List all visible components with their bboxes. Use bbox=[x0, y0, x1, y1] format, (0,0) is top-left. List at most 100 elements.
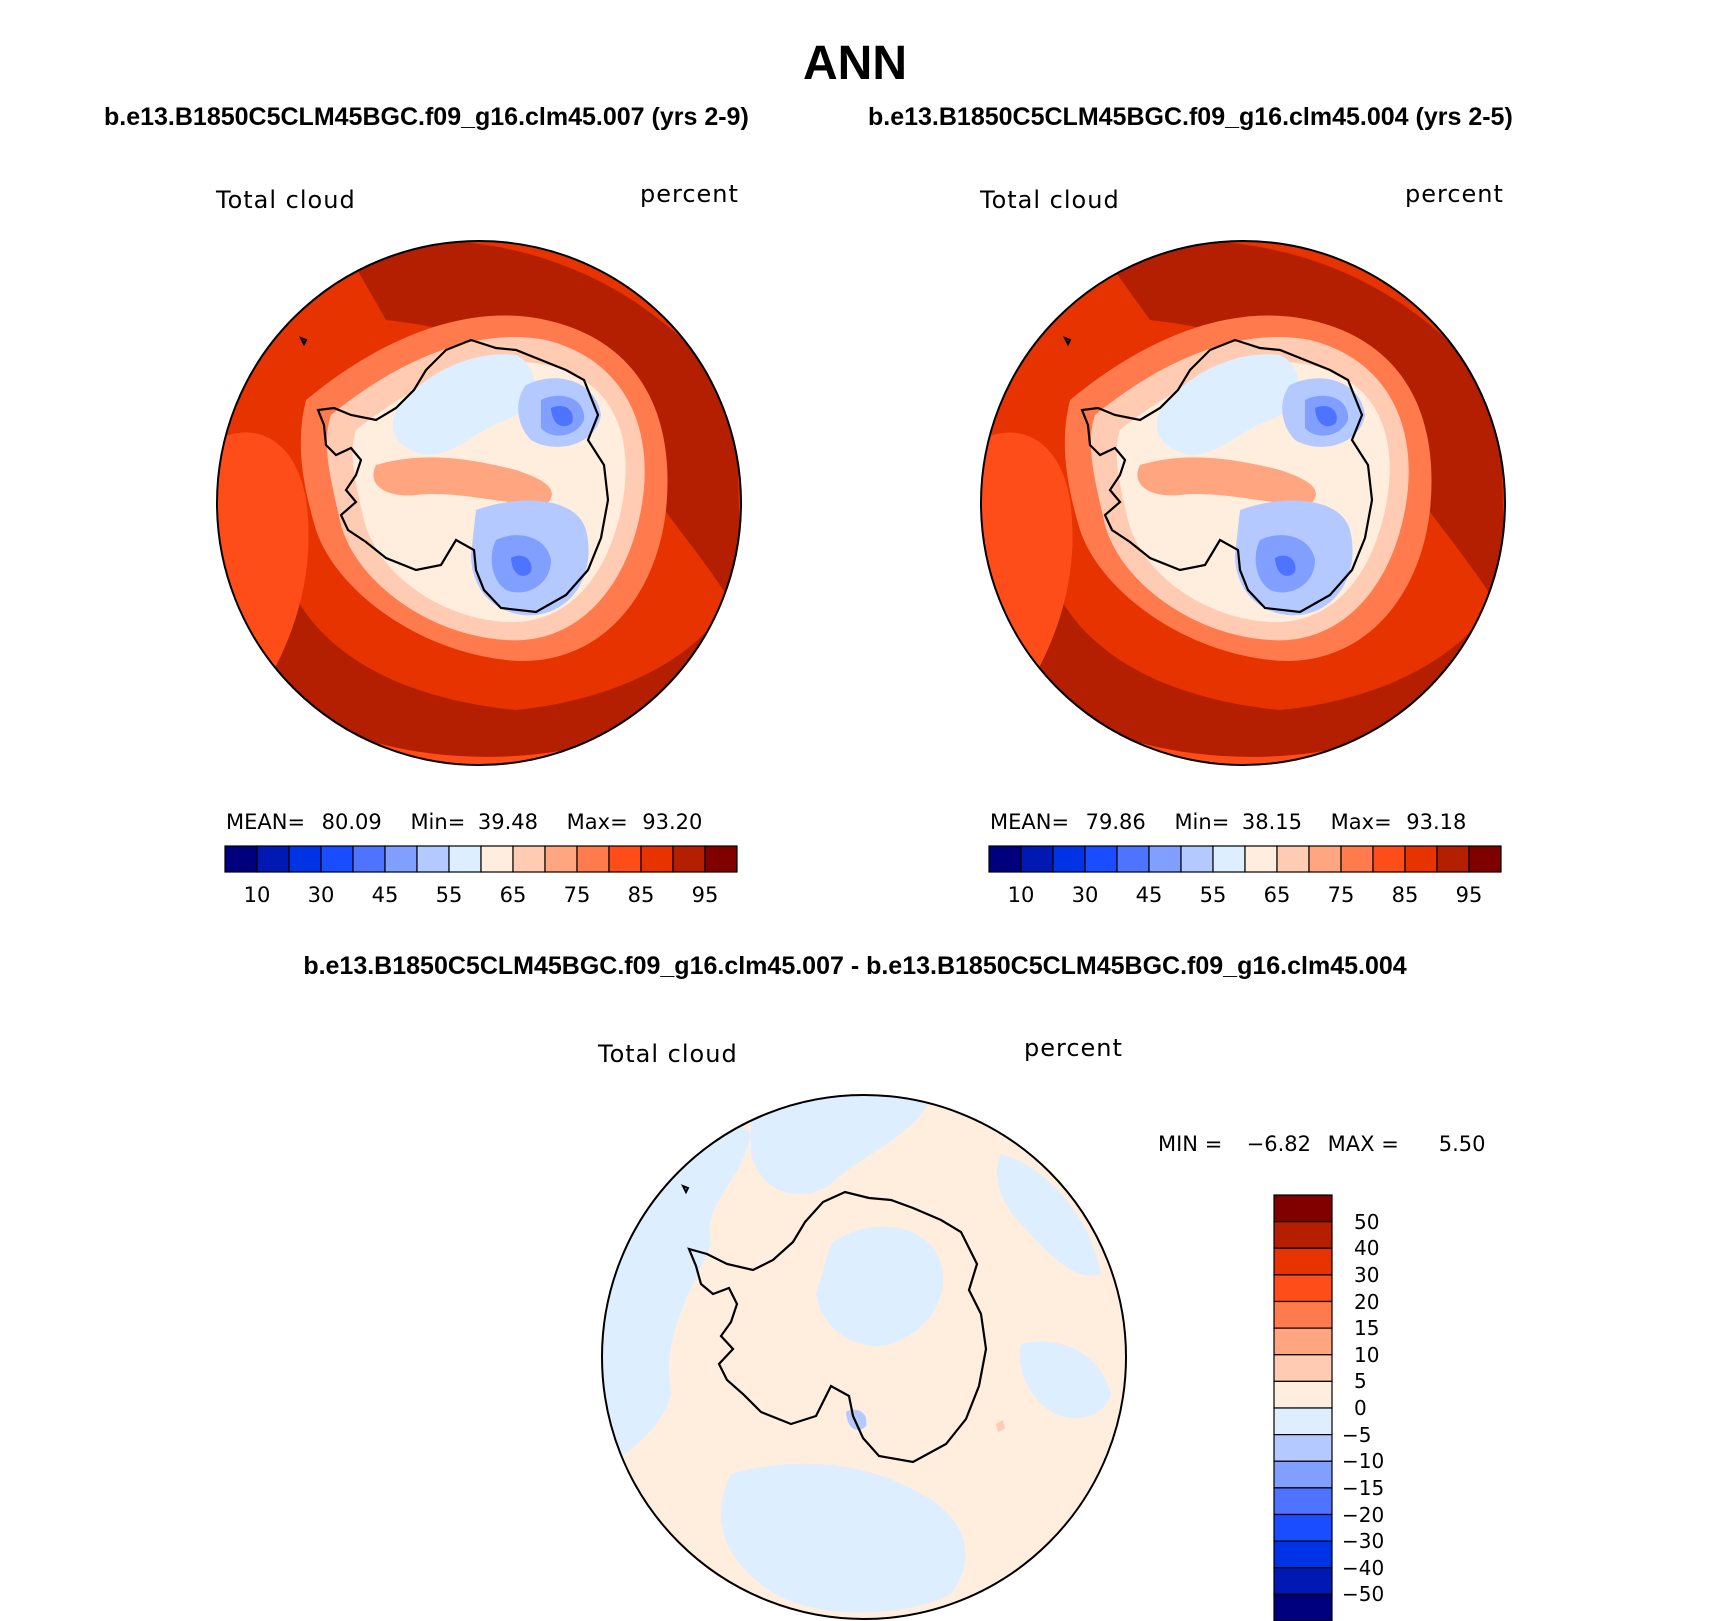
left-colorbar-box bbox=[320, 845, 354, 873]
right-mean-value: 79.86 bbox=[1085, 810, 1146, 834]
left-colorbar bbox=[224, 845, 738, 873]
left-mean-label: MEAN= bbox=[226, 810, 306, 834]
left-colorbar-tick-label: 75 bbox=[563, 883, 591, 907]
diff-colorbar-box bbox=[1273, 1354, 1333, 1382]
diff-colorbar-box bbox=[1273, 1247, 1333, 1276]
right-colorbar-box bbox=[988, 845, 1022, 873]
left-colorbar-box bbox=[416, 845, 450, 873]
diff-colorbar-box bbox=[1273, 1487, 1333, 1516]
left-colorbar-box bbox=[288, 845, 322, 873]
diff-colorbar-ticks: 50 40 30 20 15 10 5 0 −5 −10 −15 −20 −30 −40 −50 bbox=[1342, 1195, 1432, 1621]
right-colorbar-tick-label: 65 bbox=[1263, 883, 1291, 907]
right-colorbar-box bbox=[1020, 845, 1054, 873]
left-colorbar-box bbox=[480, 845, 514, 873]
diff-max-value: 5.50 bbox=[1438, 1132, 1486, 1156]
diff-max-label: MAX = bbox=[1327, 1132, 1399, 1156]
right-colorbar-box bbox=[1116, 845, 1150, 873]
diff-colorbar-tick-label: −40 bbox=[1342, 1555, 1385, 1580]
left-variable-label: Total cloud bbox=[216, 186, 356, 214]
right-colorbar-box bbox=[1244, 845, 1278, 873]
left-colorbar-tick-label: 45 bbox=[371, 883, 399, 907]
left-land-deep-blue-northeast bbox=[551, 405, 573, 427]
left-colorbar-box bbox=[448, 845, 482, 873]
diff-colorbar-box bbox=[1273, 1567, 1333, 1595]
right-stats: MEAN= 79.86 Min= 38.15 Max= 93.18 bbox=[990, 810, 1466, 834]
right-min-value: 38.15 bbox=[1241, 810, 1302, 834]
right-colorbar-box bbox=[1084, 845, 1118, 873]
diff-colorbar-box bbox=[1273, 1593, 1333, 1621]
right-max-value: 93.18 bbox=[1406, 810, 1467, 834]
left-colorbar-tick-label: 10 bbox=[243, 883, 271, 907]
left-colorbar-box bbox=[704, 845, 738, 873]
right-colorbar-ticks: 10 30 45 55 65 75 85 95 bbox=[989, 883, 1501, 913]
left-band-high-south bbox=[217, 540, 741, 765]
right-colorbar-box bbox=[1372, 845, 1406, 873]
left-colorbar-box bbox=[352, 845, 386, 873]
diff-polar-map bbox=[601, 1094, 1127, 1620]
subtitle-right-case: b.e13.B1850C5CLM45BGC.f09_g16.clm45.004 … bbox=[868, 103, 1513, 131]
diff-colorbar-box bbox=[1273, 1460, 1333, 1489]
left-polar-map bbox=[216, 240, 742, 766]
right-polar-map bbox=[980, 240, 1506, 766]
right-mean-label: MEAN= bbox=[990, 810, 1070, 834]
right-colorbar bbox=[988, 845, 1502, 873]
left-colorbar-ticks: 10 30 45 55 65 75 85 95 bbox=[225, 883, 737, 913]
right-map-border bbox=[980, 240, 1506, 766]
right-colorbar-box bbox=[1308, 845, 1342, 873]
diff-negative-region-east bbox=[1019, 1341, 1111, 1418]
right-units-label: percent bbox=[1405, 180, 1504, 208]
left-colorbar-tick-label: 30 bbox=[307, 883, 335, 907]
diff-min-value: −6.82 bbox=[1246, 1132, 1311, 1156]
right-colorbar-tick-label: 95 bbox=[1455, 883, 1483, 907]
diff-colorbar-tick-label: −15 bbox=[1342, 1475, 1385, 1500]
left-colorbar-box bbox=[576, 845, 610, 873]
diff-min-label: MIN = bbox=[1158, 1132, 1223, 1156]
left-colorbar-box bbox=[640, 845, 674, 873]
diff-colorbar-box bbox=[1273, 1327, 1333, 1356]
diff-colorbar-box bbox=[1273, 1300, 1333, 1329]
diff-colorbar-box bbox=[1273, 1221, 1333, 1249]
left-min-value: 39.48 bbox=[477, 810, 538, 834]
subtitle-left-case: b.e13.B1850C5CLM45BGC.f09_g16.clm45.007 … bbox=[104, 103, 749, 131]
right-colorbar-box bbox=[1052, 845, 1086, 873]
diff-colorbar-tick-label: 50 bbox=[1354, 1209, 1380, 1234]
right-colorbar-tick-label: 45 bbox=[1135, 883, 1163, 907]
right-peach-ridge bbox=[1137, 457, 1316, 505]
diff-negative-spot-ross bbox=[846, 1409, 867, 1430]
diff-colorbar-tick-label: 10 bbox=[1354, 1342, 1380, 1367]
diff-colorbar-tick-label: 5 bbox=[1354, 1369, 1367, 1394]
diff-colorbar-tick-label: 20 bbox=[1354, 1289, 1380, 1314]
diff-ocean-island bbox=[680, 1184, 690, 1195]
left-mean-value: 80.09 bbox=[321, 810, 382, 834]
diff-colorbar bbox=[1273, 1194, 1333, 1621]
left-stats: MEAN= 80.09 Min= 39.48 Max= 93.20 bbox=[226, 810, 702, 834]
left-colorbar-box bbox=[256, 845, 290, 873]
left-colorbar-tick-label: 65 bbox=[499, 883, 527, 907]
right-colorbar-box bbox=[1212, 845, 1246, 873]
diff-colorbar-tick-label: 30 bbox=[1354, 1262, 1380, 1287]
right-colorbar-box bbox=[1468, 845, 1502, 873]
right-min-label: Min= bbox=[1174, 810, 1230, 834]
diff-colorbar-tick-label: −5 bbox=[1342, 1422, 1372, 1447]
diff-colorbar-box bbox=[1273, 1434, 1333, 1462]
right-colorbar-box bbox=[1436, 845, 1470, 873]
left-land-light-blue-north bbox=[392, 354, 535, 455]
left-antarctica-coastline bbox=[316, 338, 610, 614]
right-colorbar-box bbox=[1180, 845, 1214, 873]
diff-colorbar-box bbox=[1273, 1274, 1333, 1303]
left-colorbar-box bbox=[512, 845, 546, 873]
right-colorbar-box bbox=[1148, 845, 1182, 873]
left-colorbar-box bbox=[672, 845, 706, 873]
left-colorbar-tick-label: 85 bbox=[627, 883, 655, 907]
left-colorbar-box bbox=[224, 845, 258, 873]
diff-units-label: percent bbox=[1024, 1034, 1123, 1062]
right-max-label: Max= bbox=[1330, 810, 1392, 834]
left-units-label: percent bbox=[640, 180, 739, 208]
right-colorbar-tick-label: 10 bbox=[1007, 883, 1035, 907]
diff-colorbar-box bbox=[1273, 1194, 1333, 1223]
diff-positive-spot-east bbox=[996, 1420, 1005, 1432]
diff-stats: MIN = −6.82 MAX = 5.50 bbox=[1158, 1132, 1486, 1156]
diff-colorbar-tick-label: −50 bbox=[1342, 1582, 1385, 1607]
left-colorbar-box bbox=[384, 845, 418, 873]
diff-colorbar-box bbox=[1273, 1407, 1333, 1436]
